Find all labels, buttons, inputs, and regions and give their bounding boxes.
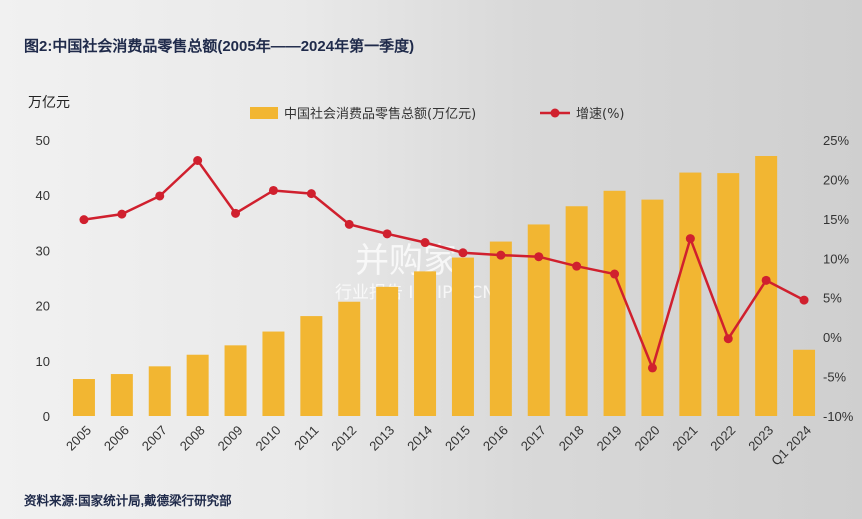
legend-line-label: 增速(%) <box>576 107 625 122</box>
x-tick-2020: 2020 <box>632 423 663 454</box>
growth-point-2022 <box>723 334 733 344</box>
growth-point-2017 <box>534 252 544 262</box>
bar-Q1 2024 <box>793 349 816 416</box>
left-tick-30: 30 <box>36 243 50 258</box>
right-tick-15%: 15% <box>823 212 849 227</box>
right-tick-0%: 0% <box>823 330 842 345</box>
growth-point-2015 <box>458 248 468 258</box>
legend-bar-swatch <box>250 107 278 119</box>
legend-bar-label: 中国社会消费品零售总额(万亿元) <box>284 106 476 122</box>
bar-2011 <box>300 316 323 416</box>
x-axis-ticks: 2005 2006 2007 2008 2009 2010 2011 2012 2013 2014… <box>63 423 814 469</box>
right-tick--10%: -10% <box>823 409 854 424</box>
growth-point-2019 <box>610 269 620 279</box>
x-tick-2012: 2012 <box>328 423 359 454</box>
bar-2017 <box>527 224 550 416</box>
x-tick-2005: 2005 <box>63 423 94 454</box>
growth-point-2018 <box>572 261 582 271</box>
legend: 中国社会消费品零售总额(万亿元) 增速(%) <box>250 106 625 122</box>
left-tick-10: 10 <box>36 354 50 369</box>
right-tick-20%: 20% <box>823 172 849 187</box>
x-tick-2006: 2006 <box>101 423 132 454</box>
growth-point-2007 <box>155 191 165 201</box>
growth-point-2009 <box>231 208 241 218</box>
x-tick-2009: 2009 <box>215 423 246 454</box>
bar-2009 <box>224 345 247 416</box>
right-axis-ticks: -10% -5% 0% 5% 10% 15% 20% 25% <box>823 133 854 424</box>
x-tick-2008: 2008 <box>177 423 208 454</box>
source-note: 资料来源:国家统计局,戴德梁行研究部 <box>24 494 232 508</box>
x-tick-2011: 2011 <box>291 423 321 453</box>
left-tick-50: 50 <box>36 133 50 148</box>
x-tick-2014: 2014 <box>404 423 435 454</box>
legend-line-marker <box>550 108 560 118</box>
growth-point-2006 <box>117 209 127 219</box>
growth-point-2005 <box>79 215 89 225</box>
x-tick-2021: 2021 <box>669 423 700 454</box>
right-tick-5%: 5% <box>823 291 842 306</box>
bar-2020 <box>641 199 664 416</box>
bar-2013 <box>376 286 399 416</box>
bar-2012 <box>338 301 361 416</box>
growth-point-2011 <box>306 189 316 199</box>
right-tick-25%: 25% <box>823 133 849 148</box>
left-axis-unit: 万亿元 <box>28 94 70 110</box>
bar-2007 <box>148 366 171 416</box>
bar-2006 <box>110 374 133 416</box>
growth-point-2008 <box>193 156 203 166</box>
growth-line <box>83 158 805 372</box>
growth-point-2016 <box>496 250 506 260</box>
bar-2016 <box>489 241 512 416</box>
x-tick-2017: 2017 <box>518 423 549 454</box>
left-tick-20: 20 <box>36 299 50 314</box>
x-tick-2013: 2013 <box>366 423 397 454</box>
left-tick-40: 40 <box>36 188 50 203</box>
bar-2021 <box>679 172 702 416</box>
bar-2014 <box>414 271 437 416</box>
growth-point-2012 <box>344 219 354 229</box>
left-tick-0: 0 <box>43 409 50 424</box>
bar-2022 <box>717 173 740 416</box>
x-tick-2015: 2015 <box>442 423 473 454</box>
growth-point-2021 <box>685 234 695 244</box>
x-tick-2007: 2007 <box>139 423 170 454</box>
x-tick-2019: 2019 <box>594 423 625 454</box>
bar-2018 <box>565 206 588 416</box>
bar-2008 <box>186 354 209 416</box>
bar-2019 <box>603 190 626 416</box>
growth-point-2014 <box>420 238 430 248</box>
right-tick-10%: 10% <box>823 251 849 266</box>
bar-2015 <box>451 257 474 416</box>
x-tick-2022: 2022 <box>707 423 738 454</box>
growth-point-2013 <box>382 229 392 239</box>
line-series <box>79 156 809 373</box>
bar-2010 <box>262 331 285 416</box>
growth-point-2010 <box>268 185 278 195</box>
x-tick-2016: 2016 <box>480 423 511 454</box>
left-axis-ticks: 0 10 20 30 40 50 <box>36 133 50 424</box>
x-tick-2010: 2010 <box>253 423 284 454</box>
bar-2005 <box>72 379 95 416</box>
bar-series <box>72 156 816 416</box>
growth-point-2020 <box>647 363 657 373</box>
bar-2023 <box>755 156 778 416</box>
growth-point-2023 <box>761 275 771 285</box>
x-tick-2023: 2023 <box>745 423 776 454</box>
chart-title: 图2:中国社会消费品零售总额(2005年——2024年第一季度) <box>24 38 415 55</box>
x-tick-2018: 2018 <box>556 423 587 454</box>
right-tick--5%: -5% <box>823 370 847 385</box>
x-tick-Q1 2024: Q1 2024 <box>768 423 814 469</box>
growth-point-Q1 2024 <box>799 295 809 305</box>
